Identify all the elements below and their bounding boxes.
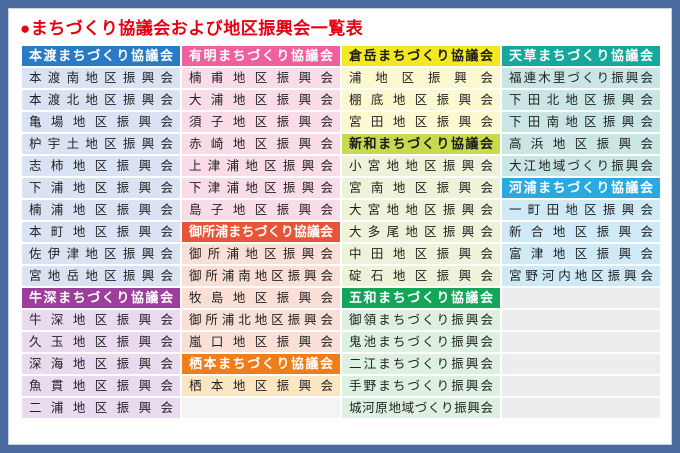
district-cell: 大浦地区振興会 (182, 90, 340, 110)
district-cell: 高浜地区振興会 (502, 134, 660, 154)
district-cell: 棚底地区振興会 (342, 90, 500, 110)
district-cell: 亀場地区振興会 (22, 112, 180, 132)
council-header-cell: 有明まちづくり協議会 (182, 46, 340, 66)
district-cell: 浦地区振興会 (342, 68, 500, 88)
district-cell: 佐伊津地区振興会 (22, 244, 180, 264)
district-cell: 二浦地区振興会 (22, 398, 180, 418)
table-column-amakusa-kawaura: 天草まちづくり協議会 福連木里づくり振興会 下田北地区振興会 下田南地区振興会 高浜地区… (502, 46, 660, 418)
district-cell: 栖本地区振興会 (182, 376, 340, 396)
council-header-cell: 牛深まちづくり協議会 (22, 288, 180, 308)
council-header-cell: 本渡まちづくり協議会 (22, 46, 180, 66)
district-cell: 久玉地区振興会 (22, 332, 180, 352)
district-cell: 下田南地区振興会 (502, 112, 660, 132)
district-cell: 大多尾地区振興会 (342, 222, 500, 242)
district-cell: 本町地区振興会 (22, 222, 180, 242)
district-cell: 宮地岳地区振興会 (22, 266, 180, 286)
district-cell: 大宮地地区振興会 (342, 200, 500, 220)
district-cell: 魚貫地区振興会 (22, 376, 180, 396)
district-cell: 二江まちづくり振興会 (342, 354, 500, 374)
district-cell: 御所浦地区振興会 (182, 244, 340, 264)
district-cell: 手野まちづくり振興会 (342, 376, 500, 396)
district-cell: 楠甫地区振興会 (182, 68, 340, 88)
empty-cell (502, 332, 660, 352)
table-column-hondo-ushibuka: 本渡まちづくり協議会 本渡南地区振興会 本渡北地区振興会 亀場地区振興会 枦宇土地区振興… (22, 46, 180, 418)
empty-cell (502, 354, 660, 374)
district-cell: 小宮地地区振興会 (342, 156, 500, 176)
table-column-kuratake-shinwa-itsuwa: 倉岳まちづくり協議会 浦地区振興会 棚底地区振興会 宮田地区振興会 新和まちづくり協議会… (342, 46, 500, 418)
district-cell: 島子地区振興会 (182, 200, 340, 220)
district-cell: 中田地区振興会 (342, 244, 500, 264)
district-cell: 須子地区振興会 (182, 112, 340, 132)
district-cell: 新合地区振興会 (502, 222, 660, 242)
district-cell: 御所浦南地区振興会 (182, 266, 340, 286)
district-cell: 本渡南地区振興会 (22, 68, 180, 88)
district-cell: 下浦地区振興会 (22, 178, 180, 198)
district-cell: 御領まちづくり振興会 (342, 310, 500, 330)
district-cell: 大江地域づくり振興会 (502, 156, 660, 176)
district-cell: 嵐口地区振興会 (182, 332, 340, 352)
council-header-cell: 新和まちづくり協議会 (342, 134, 500, 154)
council-header-cell: 御所浦まちづくり協議会 (182, 222, 340, 242)
district-cell: 城河原地域づくり振興会 (342, 398, 500, 418)
empty-cell (502, 398, 660, 418)
district-cell: 志柿地区振興会 (22, 156, 180, 176)
page-title: ●まちづくり協議会および地区振興会一覧表 (20, 19, 364, 38)
district-cell: 一町田地区振興会 (502, 200, 660, 220)
empty-cell (502, 288, 660, 308)
district-cell: 下津浦地区振興会 (182, 178, 340, 198)
district-cell: 宮南地区振興会 (342, 178, 500, 198)
district-cell: 碇石地区振興会 (342, 266, 500, 286)
empty-cell (182, 398, 340, 418)
council-header-cell: 栖本まちづくり協議会 (182, 354, 340, 374)
district-cell: 宮野河内地区振興会 (502, 266, 660, 286)
empty-cell (502, 310, 660, 330)
district-cell: 上津浦地区振興会 (182, 156, 340, 176)
district-cell: 宮田地区振興会 (342, 112, 500, 132)
empty-cell (502, 376, 660, 396)
council-header-cell: 倉岳まちづくり協議会 (342, 46, 500, 66)
district-cell: 楠浦地区振興会 (22, 200, 180, 220)
district-cell: 本渡北地区振興会 (22, 90, 180, 110)
district-cell: 枦宇土地区振興会 (22, 134, 180, 154)
council-header-cell: 天草まちづくり協議会 (502, 46, 660, 66)
district-cell: 赤崎地区振興会 (182, 134, 340, 154)
district-cell: 鬼池まちづくり振興会 (342, 332, 500, 352)
district-cell: 深海地区振興会 (22, 354, 180, 374)
council-header-cell: 五和まちづくり協議会 (342, 288, 500, 308)
district-cell: 富津地区振興会 (502, 244, 660, 264)
council-table: 本渡まちづくり協議会 本渡南地区振興会 本渡北地区振興会 亀場地区振興会 枦宇土地区振興… (22, 46, 660, 418)
table-column-ariake-goshoura-sumoto: 有明まちづくり協議会 楠甫地区振興会 大浦地区振興会 須子地区振興会 赤崎地区振興会 上津… (182, 46, 340, 418)
district-cell: 御所浦北地区振興会 (182, 310, 340, 330)
district-cell: 牛深地区振興会 (22, 310, 180, 330)
district-cell: 福連木里づくり振興会 (502, 68, 660, 88)
district-cell: 牧島地区振興会 (182, 288, 340, 308)
council-header-cell: 河浦まちづくり協議会 (502, 178, 660, 198)
district-cell: 下田北地区振興会 (502, 90, 660, 110)
